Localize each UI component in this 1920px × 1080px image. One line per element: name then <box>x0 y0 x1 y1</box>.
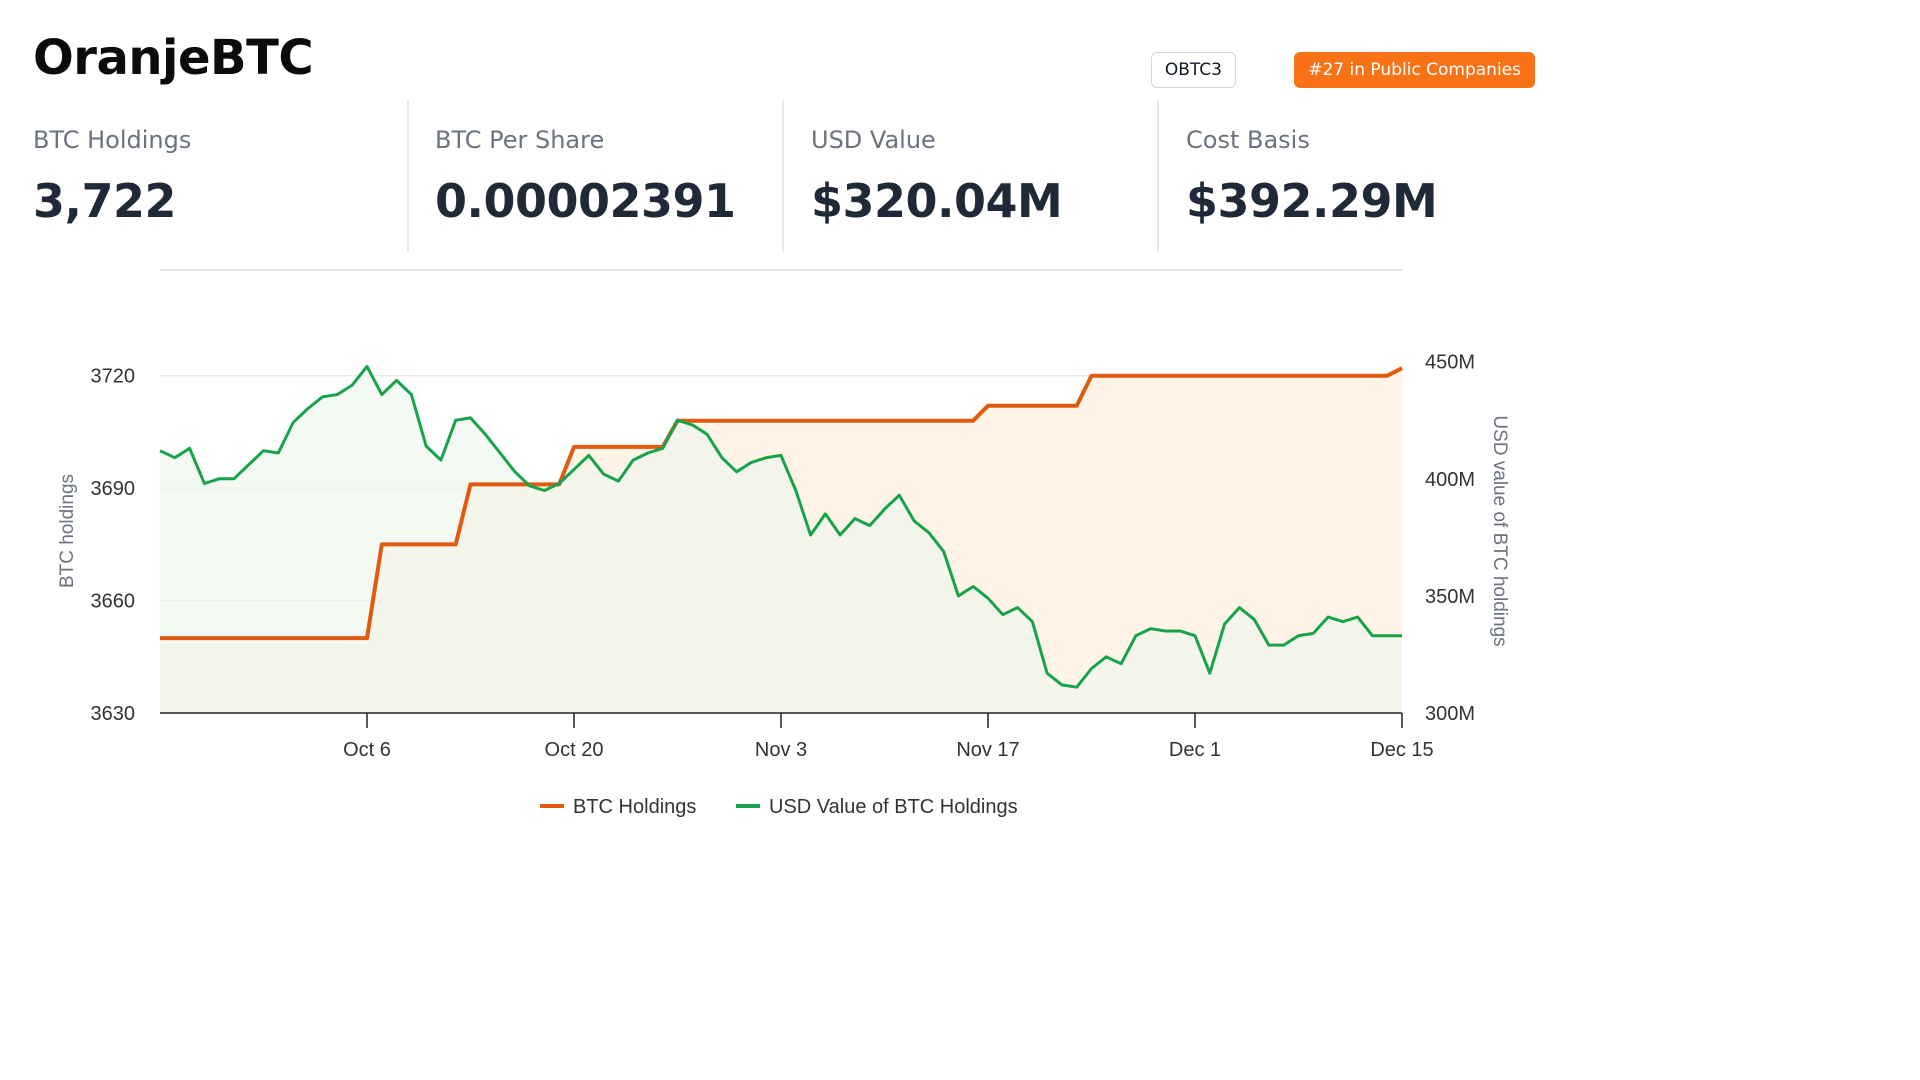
stat-btc-per-share: BTC Per Share 0.00002391 <box>407 100 784 252</box>
ticker-badge[interactable]: OBTC3 <box>1150 52 1236 88</box>
stat-label: Cost Basis <box>1186 126 1310 154</box>
stat-value: 3,722 <box>33 174 177 228</box>
stat-value: 0.00002391 <box>435 174 736 228</box>
rank-badge[interactable]: #27 in Public Companies <box>1294 52 1535 88</box>
stat-label: BTC Per Share <box>435 126 605 154</box>
y-left-tick-label: 3720 <box>91 366 136 388</box>
y-left-axis-title: BTC holdings <box>57 474 78 588</box>
holdings-chart: 3630 3660 3690 3720 300M 350M 400M 450M BTC hold… <box>0 252 1568 872</box>
chart-legend: BTC Holdings USD Value of BTC Holdings <box>540 796 1018 818</box>
y-right-tick-label: 350M <box>1425 586 1475 608</box>
company-title: OranjeBTC <box>33 30 314 86</box>
chart-axes: 3630 3660 3690 3720 300M 350M 400M 450M BTC hold… <box>57 352 1510 761</box>
stat-label: USD Value <box>811 126 936 154</box>
y-left-tick-label: 3690 <box>91 478 136 500</box>
x-tick-label: Nov 17 <box>956 739 1019 761</box>
stat-btc-holdings: BTC Holdings 3,722 <box>0 100 407 252</box>
stat-usd-value: USD Value $320.04M <box>782 100 1159 252</box>
stat-value: $392.29M <box>1186 174 1438 228</box>
chart-lines <box>159 364 1403 689</box>
y-left-tick-label: 3630 <box>91 703 136 725</box>
y-left-tick-label: 3660 <box>91 591 136 613</box>
stats-row: BTC Holdings 3,722 BTC Per Share 0.00002… <box>0 100 1568 252</box>
y-right-tick-label: 450M <box>1425 352 1475 374</box>
x-tick-label: Nov 3 <box>755 739 807 761</box>
legend-label-0: BTC Holdings <box>573 796 696 818</box>
stat-value: $320.04M <box>811 174 1063 228</box>
series-area-1 <box>160 366 1402 713</box>
series-line-1 <box>159 364 1402 689</box>
chart-areas <box>160 366 1402 713</box>
x-tick-label: Oct 6 <box>343 739 391 761</box>
y-right-tick-label: 300M <box>1425 703 1475 725</box>
x-tick-label: Dec 1 <box>1169 739 1221 761</box>
stat-cost-basis: Cost Basis $392.29M <box>1157 100 1539 252</box>
y-right-tick-label: 400M <box>1425 469 1475 491</box>
x-tick-label: Oct 20 <box>545 739 604 761</box>
y-right-axis-title: USD value of BTC holdings <box>1489 415 1510 646</box>
chart-svg: 3630 3660 3690 3720 300M 350M 400M 450M BTC hold… <box>57 269 1510 818</box>
legend-label-1: USD Value of BTC Holdings <box>769 796 1018 818</box>
x-tick-label: Dec 15 <box>1370 739 1433 761</box>
stat-label: BTC Holdings <box>33 126 192 154</box>
page-header: OranjeBTC OBTC3 #27 in Public Companies <box>33 30 1535 90</box>
